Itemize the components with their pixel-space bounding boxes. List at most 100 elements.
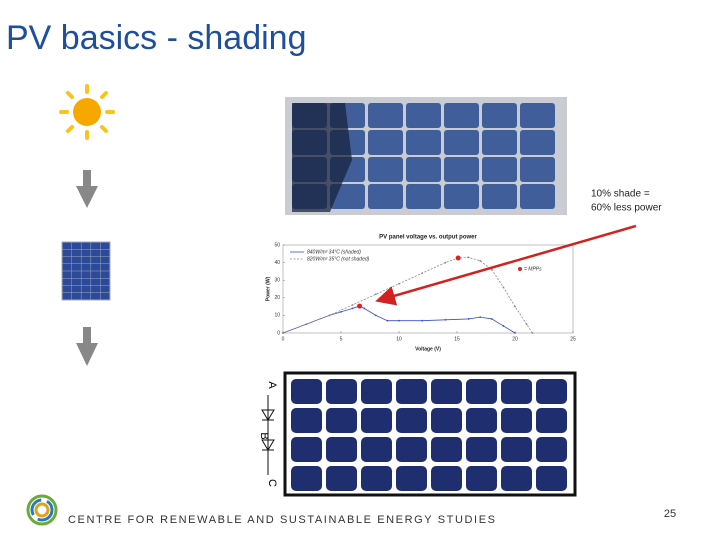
callout-text: 10% shade = (591, 189, 650, 200)
footer-text: CENTRE FOR RENEWABLE AND SUSTAINABLE ENE… (68, 514, 497, 526)
module-cell (361, 379, 392, 404)
node-label: B (258, 432, 270, 439)
module-cell (361, 408, 392, 433)
series-marker (502, 325, 505, 327)
series-line (282, 256, 533, 334)
panel-cell (406, 184, 441, 209)
slide-title: PV basics - shading (6, 19, 307, 57)
series-marker (525, 323, 528, 326)
panel-cell (444, 184, 479, 209)
series-marker (444, 261, 447, 264)
series-marker (398, 319, 400, 322)
module-cell (501, 437, 532, 462)
diode (261, 439, 275, 451)
module-cell (466, 437, 497, 462)
callout-arrow (375, 224, 637, 306)
panel-cell (406, 130, 441, 155)
series-marker (351, 307, 354, 310)
panel-cell (368, 130, 403, 155)
node-label: C (266, 479, 278, 487)
panel-cell (368, 103, 403, 128)
series-marker (374, 293, 377, 296)
panel-cell (444, 103, 479, 128)
panel-photo (285, 97, 567, 215)
module-cell (431, 466, 462, 491)
mpp-point (455, 255, 461, 261)
module-cell (466, 408, 497, 433)
series-marker (444, 318, 447, 321)
series-marker (479, 316, 482, 319)
module-diagram: A B C (258, 371, 577, 497)
down-arrow (76, 327, 98, 366)
shadow (292, 103, 352, 212)
series-marker (386, 319, 389, 322)
module-cell (326, 379, 357, 404)
sun-icon (59, 84, 115, 140)
page-number: 25 (664, 508, 676, 520)
x-tick-label: 25 (570, 336, 576, 342)
module-cell (396, 379, 427, 404)
series-marker (363, 307, 366, 310)
module-cell (431, 379, 462, 404)
legend-swatch (518, 267, 522, 271)
diode (261, 409, 275, 421)
series-marker (467, 318, 470, 320)
module-cell (361, 437, 392, 462)
chart-title: PV panel voltage vs. output power (379, 235, 477, 241)
module-cell (466, 379, 497, 404)
series-marker (514, 305, 516, 308)
plot-frame (282, 244, 574, 334)
series-marker (305, 323, 308, 326)
y-tick-label: 10 (274, 313, 280, 319)
module-cell (326, 466, 357, 491)
module-cell (536, 408, 567, 433)
series-marker (398, 282, 400, 285)
module-cell (396, 466, 427, 491)
module-cell (291, 408, 322, 433)
module-cell (536, 466, 567, 491)
series-marker (531, 332, 534, 334)
x-tick-label: 20 (512, 336, 518, 342)
series-marker (351, 303, 354, 306)
module-cell (291, 437, 322, 462)
panel-cell (406, 103, 441, 128)
module-cell (536, 437, 567, 462)
module-cell (396, 437, 427, 462)
mpp-point (357, 303, 363, 309)
module-cell (291, 466, 322, 491)
series-marker (421, 272, 424, 275)
legend-label: 820W/m² 35°C (not shaded) (307, 256, 370, 262)
x-tick-label: 15 (454, 336, 460, 342)
y-axis-label: Power (W) (265, 276, 271, 301)
x-axis-label: Voltage (V) (415, 346, 441, 352)
x-tick-label: 5 (340, 336, 343, 342)
panel-cell (368, 157, 403, 182)
series-marker (502, 286, 505, 289)
node-label: A (266, 381, 278, 389)
series-marker (374, 314, 377, 317)
panel-cell (520, 103, 555, 128)
panel-cell (482, 130, 517, 155)
series-marker (490, 318, 493, 320)
module-cell (431, 408, 462, 433)
panel-cell (444, 130, 479, 155)
module-cell (501, 466, 532, 491)
series-marker (328, 314, 331, 317)
y-tick-label: 50 (274, 242, 280, 248)
module-cell (291, 379, 322, 404)
series-marker (282, 332, 284, 334)
module-cell (431, 437, 462, 462)
panel-cell (406, 157, 441, 182)
y-tick-label: 30 (274, 278, 280, 284)
chart: PV panel voltage vs. output power Voltage… (265, 230, 580, 352)
small-panel (61, 241, 111, 301)
panel-cell (482, 184, 517, 209)
panel-cell (520, 184, 555, 209)
callout-text: 60% less power (591, 203, 662, 214)
module-cell (326, 437, 357, 462)
series-marker (340, 310, 342, 313)
series-marker (514, 332, 516, 334)
panel-cell (444, 157, 479, 182)
panel-cell (368, 184, 403, 209)
panel-cell (520, 130, 555, 155)
